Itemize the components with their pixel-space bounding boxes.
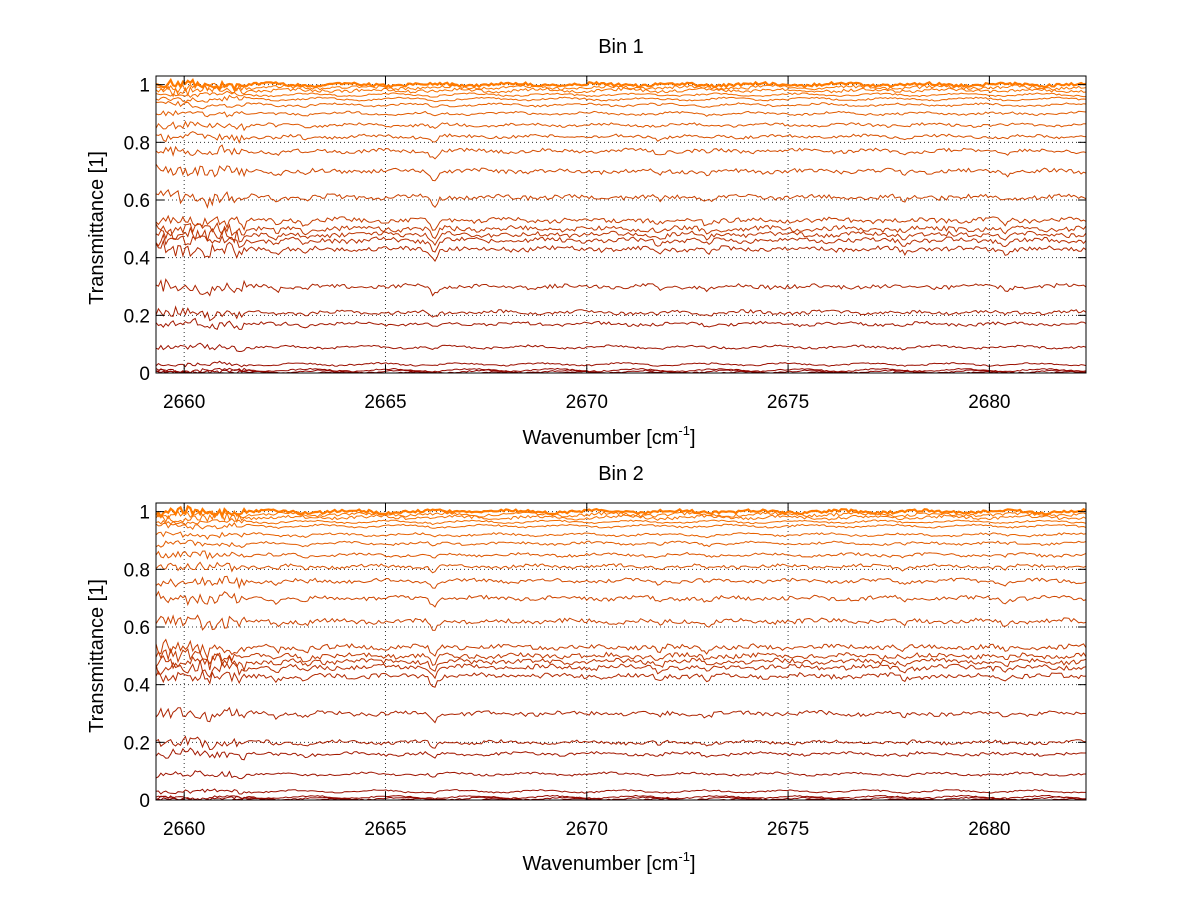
x-axis-label: Wavenumber [cm-1] (522, 423, 695, 449)
transmittance-series-line (155, 110, 1087, 118)
transmittance-series-line (155, 539, 1087, 549)
series-group (155, 77, 1087, 374)
transmittance-series-line (155, 531, 1087, 540)
y-tick-label: 0.2 (124, 733, 150, 754)
transmittance-series-line (155, 367, 1087, 374)
y-tick-label: 0.2 (124, 306, 150, 327)
transmittance-series-line (155, 144, 1087, 160)
transmittance-series-line (155, 638, 1087, 660)
transmittance-series-line (155, 360, 1087, 368)
x-tick-label: 2660 (163, 392, 205, 413)
transmittance-series-line (155, 84, 1087, 98)
y-tick-label: 0.4 (124, 676, 151, 697)
series-group (155, 504, 1087, 801)
transmittance-series-line (155, 706, 1087, 724)
transmittance-series-line (155, 794, 1087, 801)
transmittance-series-line (155, 647, 1087, 666)
x-tick-label: 2660 (163, 819, 205, 840)
transmittance-series-line (155, 120, 1087, 132)
chart-panel-bin-2: Bin 2 2660 2665 2670 2675 2680 0 0.2 0.4 0.6 0.8… (86, 463, 1087, 875)
grid-lines (156, 76, 1086, 374)
transmittance-series-line (155, 747, 1086, 761)
x-tick-label: 2680 (968, 392, 1010, 413)
transmittance-series-line (155, 660, 1087, 680)
transmittance-series-line (155, 561, 1087, 574)
y-axis-ticks: 0 0.2 0.4 0.6 0.8 1 (124, 503, 1086, 812)
transmittance-series-line (155, 342, 1087, 353)
y-tick-label: 0 (139, 364, 150, 385)
y-tick-label: 0.8 (124, 133, 150, 154)
y-tick-label: 0.6 (124, 191, 150, 212)
transmittance-series-line (155, 226, 1087, 247)
transmittance-series-line (155, 504, 1087, 520)
y-tick-label: 1 (139, 503, 150, 524)
transmittance-series-line (155, 652, 1087, 672)
x-axis-ticks: 2660 2665 2670 2675 2680 (163, 503, 1011, 840)
y-axis-label: Transmittance [1] (86, 151, 108, 305)
y-axis-ticks: 0 0.2 0.4 0.6 0.8 1 (124, 76, 1086, 385)
grid-lines (156, 503, 1086, 801)
transmittance-series-line (155, 550, 1087, 560)
chart-panel-bin-1: Bin 1 2660 2665 2670 2675 2680 0 0.2 0.4 0.6 0.8… (86, 36, 1087, 449)
chart-title: Bin 2 (598, 463, 644, 485)
x-tick-label: 2675 (767, 392, 809, 413)
transmittance-series-line (155, 788, 1086, 795)
transmittance-series-line (155, 510, 1087, 524)
transmittance-series-line (155, 795, 1087, 801)
transmittance-series-line (155, 735, 1087, 751)
x-tick-label: 2680 (968, 819, 1010, 840)
transmittance-series-line (155, 522, 1087, 531)
transmittance-series-line (155, 518, 1087, 526)
transmittance-series-line (155, 238, 1087, 263)
y-tick-label: 0.6 (124, 618, 150, 639)
transmittance-series-line (155, 233, 1087, 253)
y-tick-label: 0.8 (124, 560, 150, 581)
transmittance-series-line (155, 90, 1086, 99)
transmittance-series-line (155, 590, 1087, 608)
axes-frame (155, 75, 1087, 374)
transmittance-series-line (155, 305, 1087, 322)
x-tick-label: 2675 (767, 819, 809, 840)
x-tick-label: 2665 (364, 819, 406, 840)
transmittance-series-line (155, 77, 1087, 93)
transmittance-series-line (155, 131, 1087, 144)
y-axis-label: Transmittance [1] (86, 579, 108, 733)
transmittance-series-line (155, 214, 1087, 231)
transmittance-series-line (155, 669, 1087, 688)
transmittance-series-line (155, 278, 1087, 297)
x-tick-label: 2670 (566, 392, 608, 413)
transmittance-series-line (155, 94, 1087, 103)
x-axis-label: Wavenumber [cm-1] (522, 849, 695, 875)
transmittance-series-line (155, 614, 1087, 631)
y-tick-label: 0 (139, 791, 150, 812)
transmittance-series-line (155, 163, 1087, 182)
axes-frame (155, 502, 1087, 801)
transmittance-series-line (155, 317, 1087, 330)
chart-title: Bin 1 (598, 36, 644, 58)
y-tick-label: 1 (139, 76, 150, 97)
x-tick-label: 2665 (364, 392, 406, 413)
transmittance-series-line (155, 575, 1087, 590)
x-tick-label: 2670 (566, 819, 608, 840)
transmittance-series-line (155, 189, 1087, 209)
x-axis-ticks: 2660 2665 2670 2675 2680 (163, 76, 1011, 413)
transmittance-series-line (156, 100, 1087, 110)
y-tick-label: 0.4 (124, 249, 151, 270)
transmittance-series-line (155, 221, 1087, 240)
transmittance-series-line (155, 770, 1086, 780)
